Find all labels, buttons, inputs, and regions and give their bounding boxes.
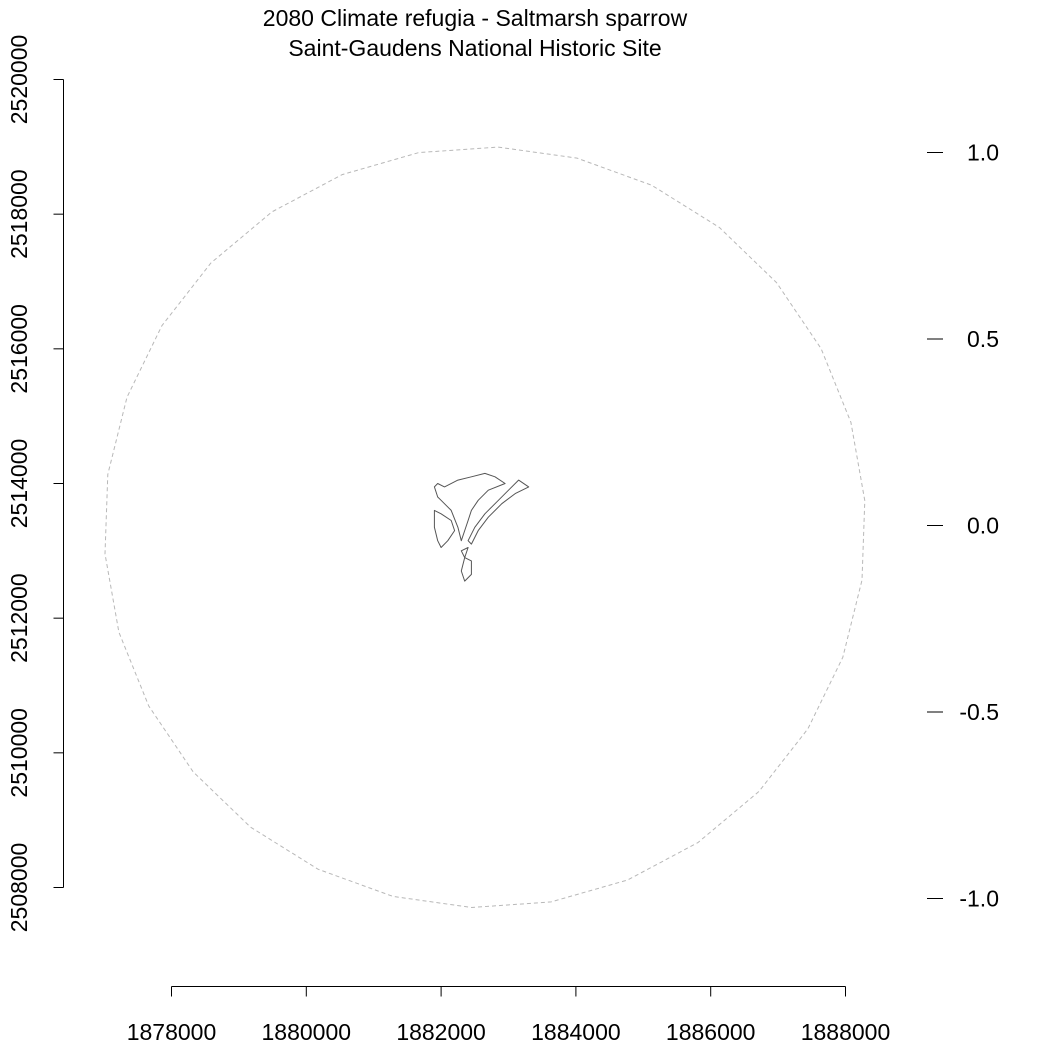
buffer-ring-outline xyxy=(104,146,866,909)
x-tick-label: 1888000 xyxy=(801,1019,891,1045)
x-tick-label: 1882000 xyxy=(396,1019,486,1045)
scale-tick-label: -1.0 xyxy=(959,886,999,912)
park-boundary-part-4 xyxy=(460,547,472,582)
scale-tick-label: -0.5 xyxy=(959,699,999,725)
x-tick-label: 1878000 xyxy=(127,1019,217,1045)
y-axis: 2508000 2510000 2512000 2514000 2516000 25180… xyxy=(6,35,64,933)
y-tick-label: 2508000 xyxy=(6,843,32,933)
park-boundary-layer xyxy=(433,472,530,582)
y-tick-label: 2520000 xyxy=(6,35,32,125)
x-axis: 1878000 1880000 1882000 1884000 1886000 18880… xyxy=(127,986,891,1045)
buffer-ring-layer xyxy=(104,146,866,909)
y-tick-label: 2518000 xyxy=(6,169,32,259)
y-tick-label: 2512000 xyxy=(6,573,32,663)
chart-title: 2080 Climate refugia - Saltmarsh sparrow xyxy=(263,5,688,31)
scale-tick-label: 0.5 xyxy=(967,326,999,352)
legend-scale-axis: 1.0 0.5 0.0 -0.5 -1.0 xyxy=(927,140,999,912)
x-tick-label: 1886000 xyxy=(666,1019,756,1045)
x-tick-label: 1880000 xyxy=(262,1019,352,1045)
y-tick-label: 2510000 xyxy=(6,708,32,798)
chart-subtitle: Saint-Gaudens National Historic Site xyxy=(288,35,661,61)
y-tick-label: 2516000 xyxy=(6,304,32,394)
park-boundary-part-3 xyxy=(467,479,530,545)
park-boundary-part-1 xyxy=(433,472,506,542)
scale-tick-label: 1.0 xyxy=(967,140,999,166)
scale-tick-label: 0.0 xyxy=(967,513,999,539)
x-tick-label: 1884000 xyxy=(531,1019,621,1045)
park-boundary-part-2 xyxy=(433,509,456,548)
y-tick-label: 2514000 xyxy=(6,439,32,529)
